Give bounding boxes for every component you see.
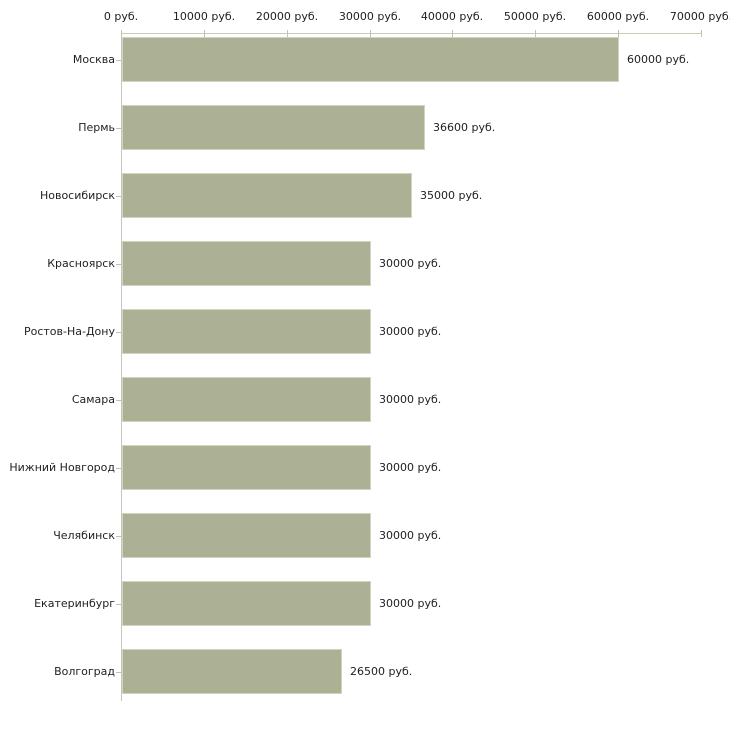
x-tick-mark	[701, 30, 702, 37]
category-label: Нижний Новгород	[9, 461, 115, 474]
value-label: 30000 руб.	[379, 325, 442, 338]
x-tick-label: 20000 руб.	[255, 10, 319, 23]
bar	[122, 513, 371, 558]
category-tick-mark	[116, 264, 121, 265]
category-tick-mark	[116, 672, 121, 673]
value-label: 30000 руб.	[379, 257, 442, 270]
value-label: 30000 руб.	[379, 393, 442, 406]
x-tick-label: 70000 руб.	[669, 10, 730, 23]
x-tick-mark	[370, 30, 371, 37]
category-tick-mark	[116, 468, 121, 469]
x-tick-mark	[287, 30, 288, 37]
bar	[122, 581, 371, 626]
value-label: 30000 руб.	[379, 461, 442, 474]
x-tick-label: 30000 руб.	[338, 10, 402, 23]
category-tick-mark	[116, 128, 121, 129]
bar	[122, 377, 371, 422]
value-label: 35000 руб.	[420, 189, 483, 202]
bar	[122, 105, 425, 150]
value-label: 36600 руб.	[433, 121, 496, 134]
category-label: Пермь	[78, 121, 115, 134]
category-label: Москва	[72, 53, 115, 66]
x-axis-line	[121, 33, 701, 34]
category-tick-mark	[116, 400, 121, 401]
value-label: 60000 руб.	[627, 53, 690, 66]
x-tick-label: 60000 руб.	[586, 10, 650, 23]
bar	[122, 241, 371, 286]
category-tick-mark	[116, 60, 121, 61]
category-label: Челябинск	[53, 529, 115, 542]
x-tick-mark	[121, 30, 122, 37]
category-tick-mark	[116, 536, 121, 537]
bar	[122, 309, 371, 354]
bar	[122, 37, 619, 82]
bar	[122, 445, 371, 490]
x-tick-mark	[452, 30, 453, 37]
x-tick-label: 0 руб.	[103, 10, 139, 23]
value-label: 30000 руб.	[379, 529, 442, 542]
bar	[122, 649, 342, 694]
x-tick-label: 10000 руб.	[172, 10, 236, 23]
category-label: Ростов-На-Дону	[23, 325, 115, 338]
category-label: Волгоград	[54, 665, 115, 678]
category-label: Новосибирск	[39, 189, 115, 202]
value-label: 30000 руб.	[379, 597, 442, 610]
category-label: Красноярск	[47, 257, 115, 270]
category-tick-mark	[116, 332, 121, 333]
x-tick-label: 40000 руб.	[420, 10, 484, 23]
x-tick-mark	[204, 30, 205, 37]
category-label: Самара	[71, 393, 115, 406]
x-tick-label: 50000 руб.	[503, 10, 567, 23]
category-label: Екатеринбург	[34, 597, 115, 610]
category-tick-mark	[116, 196, 121, 197]
y-axis-line	[121, 33, 122, 701]
x-tick-mark	[618, 30, 619, 37]
category-tick-mark	[116, 604, 121, 605]
bar	[122, 173, 412, 218]
x-tick-mark	[535, 30, 536, 37]
value-label: 26500 руб.	[350, 665, 413, 678]
